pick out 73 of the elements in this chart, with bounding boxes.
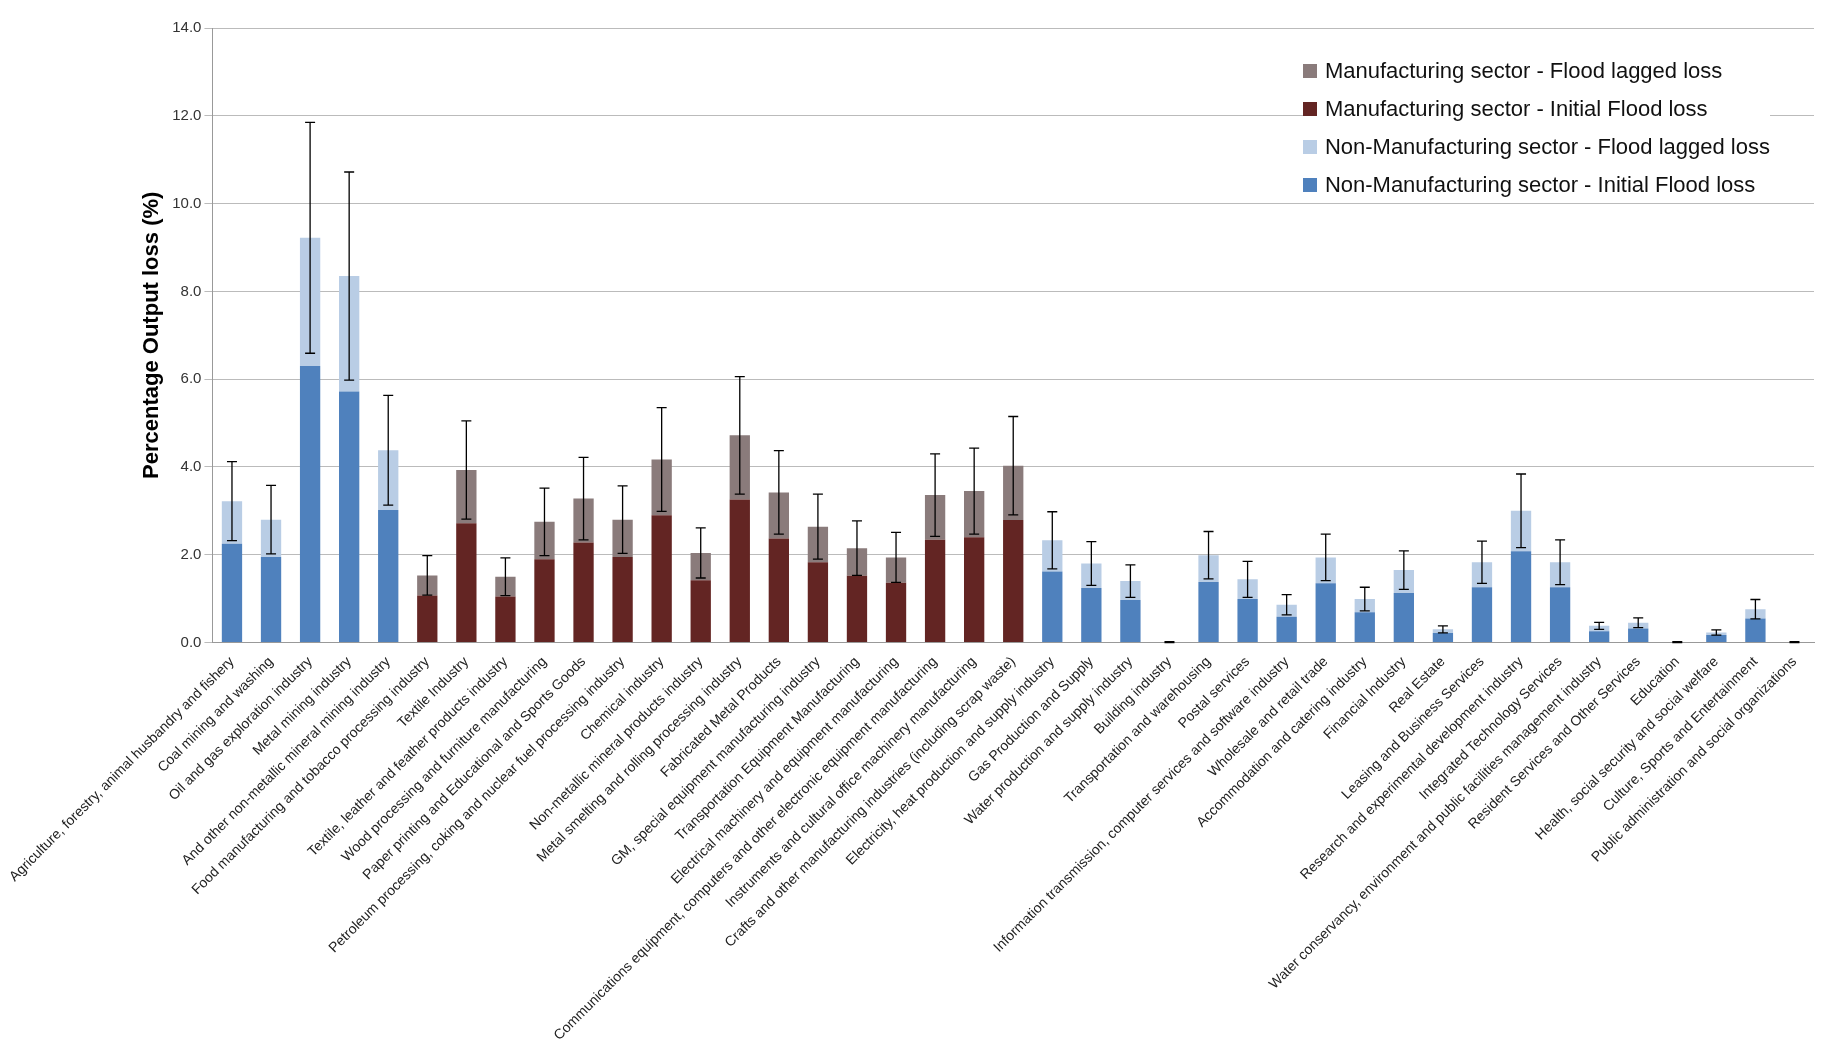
bar [1237, 599, 1258, 643]
bar [612, 519, 633, 557]
bar [1081, 563, 1102, 589]
bar [495, 596, 516, 643]
legend-label: Non-Manufacturing sector - Initial Flood loss [1324, 172, 1756, 198]
bar [495, 576, 516, 597]
bar [1745, 609, 1766, 619]
bar [1393, 570, 1414, 593]
bar [1589, 631, 1610, 643]
bar [1003, 465, 1024, 521]
bar [534, 521, 555, 560]
bar [456, 523, 477, 643]
bar [1549, 587, 1571, 643]
bar [729, 435, 750, 500]
bar [1510, 551, 1532, 643]
bar [339, 391, 360, 643]
y-tick-label: 8.0 [180, 281, 202, 299]
y-tick-label: 10.0 [172, 193, 202, 211]
bar [1120, 599, 1141, 643]
bar [885, 582, 907, 643]
y-axis-title: Percentage Output loss (%) [138, 191, 164, 479]
y-tick-label: 2.0 [180, 544, 202, 562]
bar [573, 498, 594, 543]
bar [456, 470, 477, 524]
bar [1042, 571, 1063, 643]
bar [690, 552, 711, 581]
bar [846, 575, 868, 643]
y-tick-label: 6.0 [180, 369, 202, 387]
bar [573, 542, 594, 643]
bar [1120, 581, 1141, 600]
bar [651, 459, 672, 516]
bar [690, 580, 711, 643]
y-tick-label: 4.0 [180, 457, 202, 475]
bar [807, 562, 829, 643]
bar [1315, 557, 1336, 584]
bar [417, 575, 438, 596]
bar [1042, 540, 1063, 572]
bar [768, 538, 789, 643]
bar [1354, 612, 1375, 643]
bar [1628, 628, 1649, 643]
bar [260, 556, 282, 643]
bar [221, 543, 243, 643]
bar [339, 276, 360, 392]
bar [964, 537, 985, 643]
bar [1706, 635, 1727, 643]
bar [924, 539, 946, 643]
bar [1237, 579, 1258, 600]
bar [378, 450, 399, 510]
bar [378, 509, 399, 643]
y-tick-label: 12.0 [172, 105, 202, 123]
bar [1081, 588, 1102, 643]
bar [1315, 583, 1336, 643]
bar [534, 559, 555, 643]
bar [299, 366, 321, 643]
y-tick-label: 14.0 [172, 18, 202, 36]
bar [612, 556, 633, 643]
bar [768, 492, 789, 539]
legend-label: Non-Manufacturing sector - Flood lagged loss [1324, 134, 1770, 160]
bar [729, 499, 750, 643]
bar [1003, 520, 1024, 643]
bar [1393, 592, 1414, 643]
y-tick-label: 0.0 [180, 632, 202, 650]
legend-label: Manufacturing sector - Flood lagged loss [1324, 58, 1723, 84]
bar [1198, 555, 1219, 582]
bar [1471, 587, 1493, 643]
bar [964, 491, 985, 538]
bar [651, 515, 672, 643]
bar [417, 595, 438, 643]
bar [1198, 581, 1219, 643]
bar [1276, 616, 1297, 643]
bar [1432, 632, 1454, 643]
legend-label: Manufacturing sector - Initial Flood loss [1324, 96, 1708, 122]
bar [1745, 618, 1766, 643]
